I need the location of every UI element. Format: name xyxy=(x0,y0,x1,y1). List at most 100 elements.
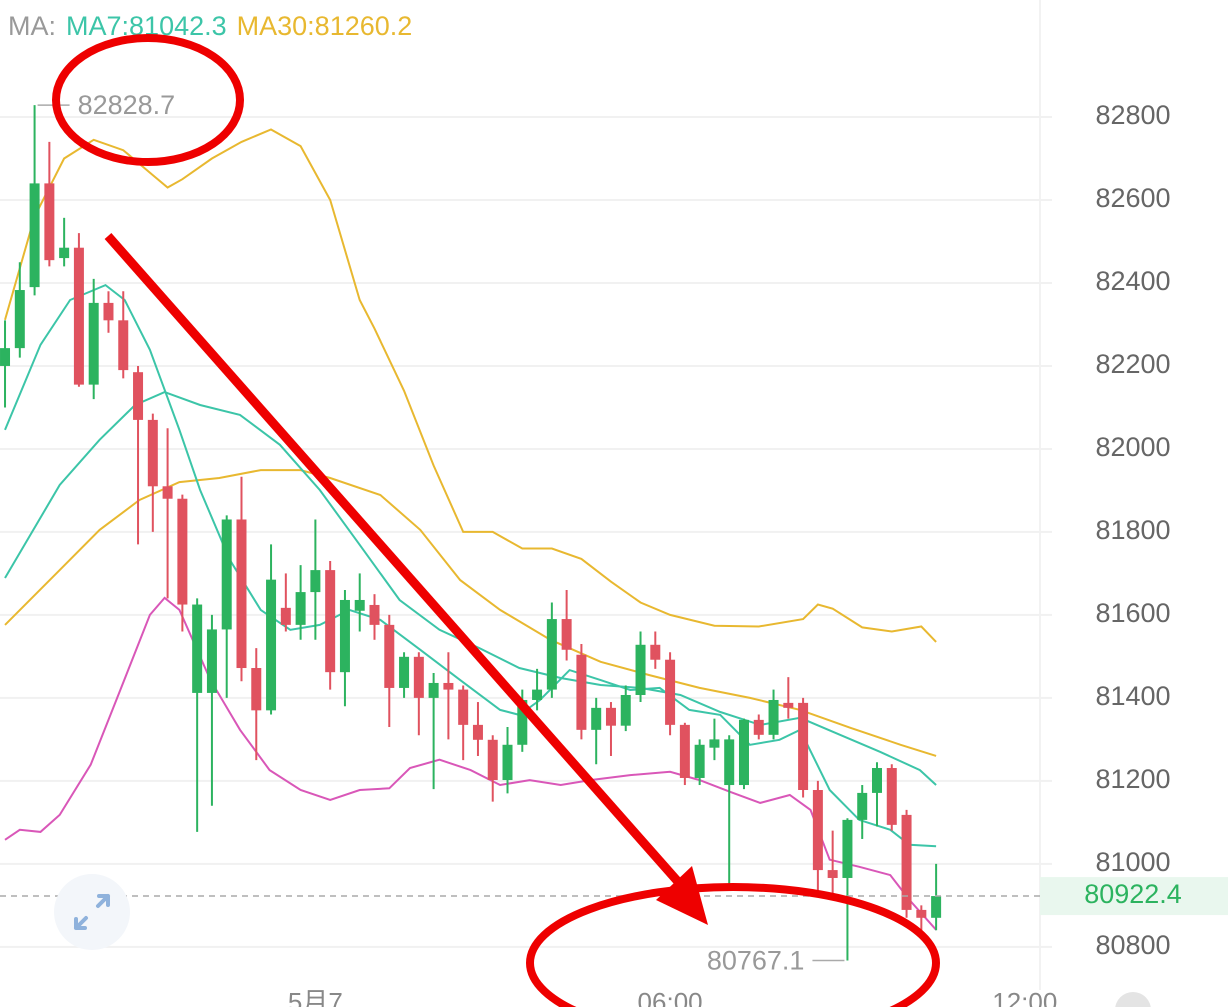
legend-item: MA30:81260.2 xyxy=(237,11,413,41)
candle-body xyxy=(399,656,410,688)
candle-body xyxy=(192,604,203,693)
candle-body xyxy=(798,702,809,791)
candle-body xyxy=(546,619,557,690)
candle-body xyxy=(236,519,247,669)
candle-body xyxy=(118,320,129,371)
candle-body xyxy=(842,819,853,878)
candle-body xyxy=(88,302,99,385)
indicator-line xyxy=(4,128,937,643)
x-tick-label: 06:00 xyxy=(638,987,703,1007)
plot-area: 80800 81000 81200 81400 81600 81800 82000 82200… xyxy=(0,90,1171,1007)
candle-body xyxy=(901,814,912,910)
candle-body xyxy=(44,183,55,261)
candle-body xyxy=(206,629,217,693)
candle-body xyxy=(665,659,676,725)
candle-body xyxy=(753,719,764,735)
candle-body xyxy=(635,644,646,695)
candle-body xyxy=(162,486,173,499)
candle-body xyxy=(251,668,262,711)
candle-body xyxy=(886,768,897,825)
candle-body xyxy=(147,419,158,487)
candle-body xyxy=(605,707,616,726)
candle-body xyxy=(384,624,395,688)
circle-annotation xyxy=(52,34,244,166)
candle-body xyxy=(857,792,868,820)
candle-body xyxy=(266,579,277,711)
x-tick-label: 5月7 xyxy=(288,987,343,1007)
candle-body xyxy=(339,599,350,673)
candle-body xyxy=(310,570,321,593)
candle-body xyxy=(724,739,735,786)
high-marker: 82828.7 xyxy=(78,90,176,120)
candle-body xyxy=(650,644,661,660)
candle-body xyxy=(931,896,942,918)
candle-body xyxy=(487,739,498,781)
candle-body xyxy=(29,183,40,288)
candle-body xyxy=(472,724,483,740)
y-tick-label: 82000 xyxy=(1095,432,1170,462)
annotations xyxy=(52,34,940,1007)
candle-body xyxy=(73,247,84,385)
arrow-head xyxy=(656,866,708,925)
indicator-line xyxy=(4,283,937,848)
candle-body xyxy=(561,619,572,650)
candle-body xyxy=(694,744,705,778)
candle-body xyxy=(103,302,114,321)
x-tick-label: 12:00 xyxy=(992,987,1057,1007)
y-tick-label: 81200 xyxy=(1095,764,1170,794)
y-tick-label: 82400 xyxy=(1095,266,1170,296)
candle-body xyxy=(783,702,794,708)
candle-body xyxy=(576,654,587,730)
price-label-box xyxy=(1040,877,1228,916)
legend-prefix: MA: xyxy=(8,11,56,41)
candle-body xyxy=(620,694,631,726)
candle-body xyxy=(916,909,927,918)
indicator-line xyxy=(4,596,937,931)
legend: MA: MA7:81042.3 MA30:81260.2 xyxy=(8,11,412,41)
y-tick-label: 82600 xyxy=(1095,183,1170,213)
candle-body xyxy=(413,656,424,698)
candle-body xyxy=(354,599,365,611)
expand-icon xyxy=(74,894,110,930)
candle-body xyxy=(871,768,882,793)
y-tick-label: 80800 xyxy=(1095,930,1170,960)
candle-body xyxy=(369,604,380,625)
y-tick-label: 82800 xyxy=(1095,100,1170,130)
y-tick-label: 81800 xyxy=(1095,515,1170,545)
y-tick-label: 81000 xyxy=(1095,847,1170,877)
y-tick-label: 81600 xyxy=(1095,598,1170,628)
candle-body xyxy=(502,744,513,781)
low-marker: 80767.1 xyxy=(707,946,805,976)
candle-body xyxy=(532,689,543,700)
circle-annotation xyxy=(526,883,940,1007)
y-tick-label: 82200 xyxy=(1095,349,1170,379)
candle-body xyxy=(59,247,70,259)
candle-body xyxy=(738,719,749,786)
candle-body xyxy=(458,689,469,725)
candle-body xyxy=(133,372,144,420)
candle-body xyxy=(221,519,232,630)
button-bg xyxy=(54,874,130,950)
candle-body xyxy=(280,607,291,625)
candle-body xyxy=(443,682,454,690)
candle-body xyxy=(325,570,336,673)
y-tick-label: 81400 xyxy=(1095,681,1170,711)
candle-body xyxy=(768,699,779,735)
candle-body xyxy=(14,290,25,349)
candle-body xyxy=(709,739,720,748)
candle-body xyxy=(812,790,823,871)
candle-body xyxy=(827,870,838,878)
candle-body xyxy=(0,348,11,366)
settings-button[interactable] xyxy=(1115,992,1151,1007)
expand-button[interactable] xyxy=(54,874,130,950)
arrow-shaft xyxy=(104,233,684,887)
price-label: 80922.4 xyxy=(1084,879,1182,909)
candle-body xyxy=(295,592,306,625)
candle-body xyxy=(517,699,528,745)
candle-body xyxy=(428,682,439,698)
candle-body xyxy=(679,724,690,778)
candle-body xyxy=(591,707,602,730)
